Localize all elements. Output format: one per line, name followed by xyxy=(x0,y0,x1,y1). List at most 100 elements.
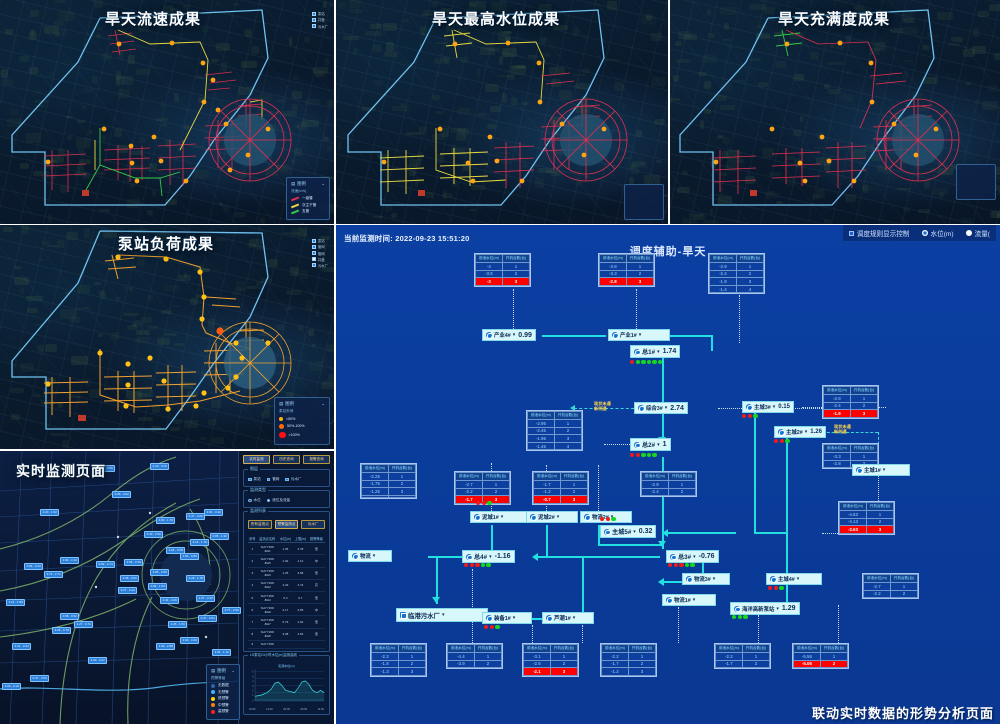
filter-plants[interactable]: 污水厂 xyxy=(301,520,326,529)
checkbox-icon[interactable] xyxy=(266,477,271,482)
chevron-down-icon[interactable]: ▾ xyxy=(664,405,668,411)
chevron-down-icon[interactable]: ▾ xyxy=(500,514,504,520)
monitoring-tag[interactable]: 3.27 , 2.22 xyxy=(118,587,138,594)
tab-alarm[interactable]: 报警查询 xyxy=(303,455,330,464)
node-zonghe-3[interactable]: 综合3# ▾ 2.74 xyxy=(634,402,688,414)
monitor-list-body[interactable]: 1 SHYYZ06 -BH1 1.35 3.78 低 2 SHYYZ06 -BH5 1.02 1… xyxy=(248,542,325,649)
checkbox-icon[interactable] xyxy=(311,238,316,243)
checkbox-icon[interactable] xyxy=(311,257,316,262)
layer-options[interactable]: 泵站 管网 污水厂 xyxy=(248,477,325,482)
chevron-down-icon[interactable]: ▾ xyxy=(692,597,696,603)
checkbox-icon[interactable] xyxy=(311,11,316,16)
node-zhucheng-2[interactable]: 主城2# ▾ 1.26 xyxy=(774,426,826,438)
monitoring-tag[interactable]: 0.58 , 0.52 xyxy=(60,613,80,620)
node-nicheng-1[interactable]: 泥城1# ▾ xyxy=(470,511,530,523)
radio-icon[interactable] xyxy=(921,230,928,236)
monitoring-tag[interactable]: 2.20 , 1.52 xyxy=(40,509,60,516)
monitor-type-options[interactable]: 水位 液位及流量 xyxy=(248,498,325,503)
node-chanye-1[interactable]: 产业1# ▾ xyxy=(608,329,670,341)
node-wuliu-1[interactable]: 物流1# ▾ xyxy=(662,594,716,606)
node-lingang-plant[interactable]: 临港污水厂 ▾ xyxy=(396,608,488,622)
chevron-down-icon[interactable]: ▾ xyxy=(638,332,642,338)
layer-item[interactable]: 泵站 xyxy=(311,11,328,16)
node-luchao-1[interactable]: 芦潮1# ▾ xyxy=(542,612,594,624)
layer-item[interactable]: 井盖 xyxy=(311,257,328,262)
rule-table-b2[interactable]: 前池水位(m) 开机台数(台) -4.4 1 -3.9 2 xyxy=(446,643,504,670)
layer-item[interactable]: 管网 xyxy=(311,244,328,249)
monitoring-tag[interactable]: 3.21 , 1.89 xyxy=(6,599,26,606)
monitoring-tag[interactable]: 3.20 , 2.67 xyxy=(88,657,108,664)
radio-icon[interactable] xyxy=(248,498,252,503)
monitoring-tag[interactable]: 0.47 , 0.53 xyxy=(30,675,50,682)
realtime-sidebar[interactable]: 实时监测 历史查询 报警查询 图层 泵站 管网 污水厂 监测类型 水位 液位及流… xyxy=(238,451,334,724)
rule-table-b3[interactable]: 前池水位(m) 开机台数(台) -3.1 1 -2.6 2 -2.1 3 xyxy=(522,643,580,677)
filter-alarm-points[interactable]: 预警监测点 xyxy=(274,520,299,529)
monitoring-tag[interactable]: 3.00 , 3.19 xyxy=(2,683,22,690)
chevron-down-icon[interactable]: ▾ xyxy=(657,348,660,355)
monitoring-tag[interactable]: 0.47 , 3.00 xyxy=(186,513,206,520)
node-zhucheng-3[interactable]: 主城3# ▾ 0.15 xyxy=(742,401,794,413)
tab-realtime[interactable]: 实时监测 xyxy=(243,455,270,464)
layer-item[interactable]: 泵站 xyxy=(311,238,328,243)
monitoring-tag[interactable]: 3.72 , 2.71 xyxy=(44,571,64,578)
rule-table-cy1[interactable]: 前池水位(m) 开机台数(台) -3.8 1 -3.3 2 -2.8 3 xyxy=(598,253,656,287)
layer-toggle-legend-velocity[interactable]: 泵站 井盖 污水厂 xyxy=(311,10,328,30)
rule-table-z1[interactable]: 前池水位(m) 开机台数(台) -2.9 1 -2.4 2 -1.9 3 -1.4 4 xyxy=(708,253,766,295)
rule-table-nc2[interactable]: 前池水位(m) 开机台数(台) -2.7 1 -2.2 2 -1.7 3 xyxy=(454,471,512,505)
chevron-down-icon[interactable]: ▾ xyxy=(512,332,516,338)
chevron-down-icon[interactable]: ▾ xyxy=(657,441,660,448)
chevron-down-icon[interactable]: ▾ xyxy=(796,576,800,582)
layer-option[interactable]: 污水厂 xyxy=(285,477,302,482)
table-row[interactable]: 8 SHYYZ06 -BH8 3.08 4.54 低 xyxy=(248,628,325,641)
diagram-controls[interactable]: 调度规则显示控制 水位(m) 流量( xyxy=(842,225,996,241)
node-zong-2[interactable]: 总2# ▾ 1 xyxy=(630,438,671,451)
monitoring-tag[interactable]: 1.54 , 1.12 xyxy=(212,649,232,656)
filter-all-points[interactable]: 所有监测点 xyxy=(248,520,272,529)
type-option[interactable]: 水位 xyxy=(248,498,261,503)
monitoring-tag[interactable]: 1.99 , 2.98 xyxy=(156,643,176,650)
collapse-icon[interactable]: ⌄ xyxy=(321,400,325,406)
collapse-icon[interactable]: ⌄ xyxy=(321,181,325,187)
layer-option[interactable]: 管网 xyxy=(266,477,279,482)
rule-table-zc1[interactable]: 前池水位(m) 开机台数(台) -4.63 1 -4.13 2 -3.63 3 xyxy=(838,501,896,535)
layer-item[interactable]: 污水厂 xyxy=(311,263,328,268)
monitoring-tag[interactable]: 1.64 , 3.56 xyxy=(96,465,116,472)
table-row[interactable]: 9 SHYYZ06 xyxy=(248,640,325,649)
node-haiyang-pump[interactable]: 海洋高新泵站 ▾ 1.29 xyxy=(730,602,800,615)
realtime-tab-buttons[interactable]: 实时监测 历史查询 报警查询 xyxy=(239,451,334,466)
monitoring-tag[interactable]: 2.10 , 3.26 xyxy=(150,463,170,470)
monitoring-tag[interactable]: 0.85 , 1.30 xyxy=(210,533,230,540)
scheduling-diagram-panel[interactable]: 当前监测时间: 2022-09-23 15:51:20 调度辅助-旱天 调度规则… xyxy=(336,225,1000,724)
monitoring-tag[interactable]: 2.36 , 3.61 xyxy=(120,575,140,582)
table-row[interactable]: 7 SHYYZ06 -BH7 0.79 1.04 低 xyxy=(248,615,325,629)
legend-max-level[interactable] xyxy=(624,184,664,220)
checkbox-icon[interactable] xyxy=(311,17,316,22)
node-zhucheng-5[interactable]: 主城5# ▾ 0.32 xyxy=(600,525,657,538)
layer-option[interactable]: 泵站 xyxy=(248,477,261,482)
monitoring-tag[interactable]: 2.04 , 3.42 xyxy=(204,509,224,516)
layer-toggle-legend-pump[interactable]: 泵站 管网 管网 井盖 污水厂 xyxy=(311,237,328,269)
node-zhuangbei-1[interactable]: 装备1# ▾ xyxy=(482,612,532,624)
rule-table-zc4[interactable]: 前池水位(m) 开机台数(台) -2.7 1 -2.2 2 xyxy=(862,573,920,600)
monitoring-tag[interactable]: 2.90 , 3.29 xyxy=(180,637,200,644)
checkbox-icon[interactable] xyxy=(248,477,252,482)
table-row[interactable]: 5 SHYYZ06 -BH4 0.4 0.7 低 xyxy=(248,591,325,605)
monitoring-tag[interactable]: 0.37 , 0.51 xyxy=(198,615,218,622)
monitoring-tag[interactable]: 2.54 , 3.83 xyxy=(180,553,200,560)
chevron-down-icon[interactable]: ▾ xyxy=(372,553,376,559)
rule-table-b1[interactable]: 前池水位(m) 开机台数(台) -2.3 1 -1.8 2 -1.3 3 xyxy=(370,643,428,677)
checkbox-icon[interactable] xyxy=(311,24,316,29)
chevron-down-icon[interactable]: ▾ xyxy=(776,605,779,612)
monitoring-tag[interactable]: 0.08 , 0.62 xyxy=(112,491,132,498)
checkbox-icon[interactable] xyxy=(285,477,289,482)
control-rule-display[interactable]: 调度规则显示控制 xyxy=(848,228,910,238)
table-row[interactable]: 3 SHYYZ06 -BH3 1.25 3.58 低 xyxy=(248,567,325,580)
node-chanye-4[interactable]: 产业4# ▾ 0.99 xyxy=(482,329,536,341)
radio-icon[interactable] xyxy=(266,498,271,503)
level-chart-card[interactable]: LS泵站24小时水位(m)监测曲线 实测水位(m) xyxy=(243,651,330,715)
rule-table-wl2[interactable]: 前池水位(m) 开机台数(台) -1.7 1 -1.2 2 -0.7 3 xyxy=(532,471,590,505)
legend-pump-load[interactable]: ▤ 图例 ⌄ 泵站负荷 <50% 50%-100% >100% xyxy=(274,396,330,445)
table-row[interactable]: 4 SHYYZ06 -BH2 4.29 4.74 高 xyxy=(248,579,325,592)
checkbox-icon[interactable] xyxy=(311,263,316,268)
monitor-list-table[interactable]: 序号 监测点名称 水位(m) 上限(m) 报警等级 1 SHYYZ06 -BH1 1… xyxy=(248,534,325,649)
